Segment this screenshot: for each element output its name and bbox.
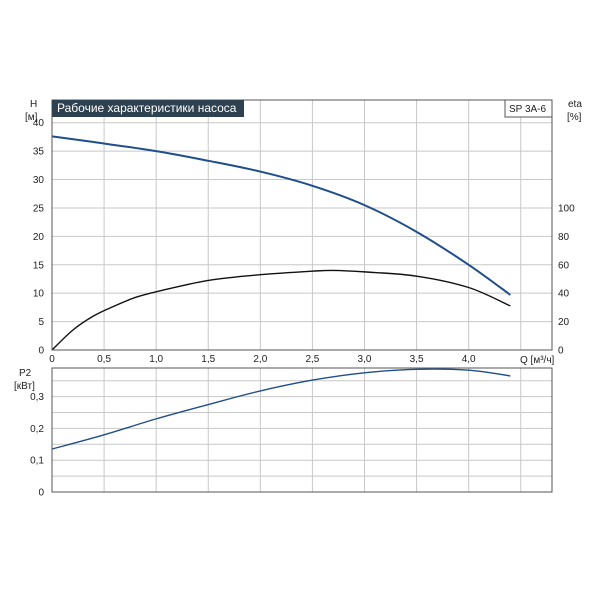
right-tick-label: 40	[558, 289, 570, 300]
bottom-axis-label-p2: P2	[19, 368, 32, 379]
bottom-tick-labels: 0 0,1 0,2 0,3	[30, 392, 44, 498]
left-tick-labels: 0 5 10 15 20 25 30 35 40	[33, 118, 45, 356]
x-tick-label: 2,5	[305, 354, 319, 365]
power-curve	[51, 368, 511, 450]
right-axis-label-eta: eta	[568, 99, 582, 110]
efficiency-curve	[51, 269, 511, 351]
bottom-tick-label: 0,2	[30, 424, 44, 435]
right-tick-label: 0	[558, 346, 564, 357]
left-tick-label: 0	[38, 346, 44, 357]
left-tick-label: 25	[33, 203, 45, 214]
x-tick-label: 4,0	[462, 354, 476, 365]
bottom-chart-grid	[51, 368, 552, 493]
left-tick-label: 15	[33, 260, 45, 271]
head-curve	[51, 135, 511, 296]
bottom-chart-curves	[51, 368, 511, 450]
x-tick-label: 1,5	[201, 354, 215, 365]
bottom-tick-label: 0,1	[30, 456, 44, 467]
bottom-tick-label: 0,3	[30, 392, 44, 403]
left-tick-label: 40	[33, 118, 45, 129]
right-tick-label: 20	[558, 317, 570, 328]
left-axis-label-h: H	[30, 99, 37, 110]
x-tick-label: 0,5	[97, 354, 111, 365]
model-label: SP 3A-6	[509, 104, 546, 115]
left-tick-label: 35	[33, 147, 45, 158]
bottom-chart-frame	[51, 367, 553, 493]
x-tick-labels: 0 0,5 1,0 1,5 2,0 2,5 3,0 3,5 4,0	[49, 354, 476, 365]
left-tick-label: 30	[33, 175, 45, 186]
x-tick-label: 2,0	[253, 354, 267, 365]
top-chart-grid	[51, 100, 552, 351]
bottom-tick-label: 0	[38, 488, 44, 499]
top-chart-frame	[51, 99, 553, 351]
chart-title: Рабочие характеристики насоса	[57, 101, 237, 115]
right-axis-label-unit: [%]	[567, 112, 582, 123]
x-tick-label: 0	[49, 354, 55, 365]
right-tick-labels: 0 20 40 60 80 100	[558, 203, 575, 356]
x-tick-label: 3,0	[358, 354, 372, 365]
top-chart-curves	[51, 135, 511, 351]
x-axis-label: Q [м³/ч]	[520, 355, 555, 366]
right-tick-label: 60	[558, 260, 570, 271]
x-tick-label: 3,5	[410, 354, 424, 365]
left-tick-label: 10	[33, 289, 45, 300]
left-axis-label-unit: [м]	[25, 112, 38, 123]
left-tick-label: 20	[33, 232, 45, 243]
bottom-axis-label-unit: [кВт]	[14, 381, 35, 392]
right-tick-label: 80	[558, 232, 570, 243]
x-tick-label: 1,0	[149, 354, 163, 365]
model-label-box	[504, 99, 553, 118]
left-tick-label: 5	[38, 317, 44, 328]
right-tick-label: 100	[558, 203, 575, 214]
chart-title-box	[52, 100, 244, 117]
